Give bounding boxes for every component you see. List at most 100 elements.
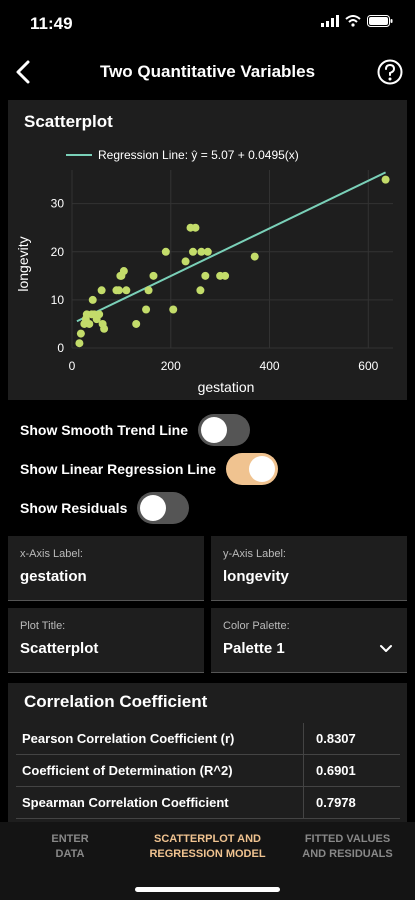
data-point: [149, 271, 158, 280]
plot-panel-title: Scatterplot: [24, 112, 113, 131]
legend-label: Regression Line: ŷ = 5.07 + 0.0495(x): [98, 148, 299, 162]
x-tick-label: 0: [69, 359, 76, 373]
battery-icon: [367, 15, 393, 27]
status-bar: 11:49: [0, 0, 415, 46]
color-palette-select[interactable]: Color Palette: Palette 1: [211, 608, 407, 673]
data-point: [169, 305, 178, 314]
toggle-knob: [249, 456, 276, 482]
data-point: [197, 247, 206, 256]
status-icons: [321, 15, 393, 27]
y-axis-field-label: y-Axis Label:: [223, 548, 286, 560]
residuals-label: Show Residuals: [20, 500, 128, 516]
home-indicator: [135, 887, 280, 892]
table-row: Pearson Correlation Coefficient (r) 0.83…: [16, 723, 400, 755]
data-point: [85, 319, 94, 328]
data-point: [144, 286, 153, 295]
x-tick-label: 200: [161, 359, 181, 373]
navigation-bar: Two Quantitative Variables: [0, 46, 415, 98]
correlation-table: Pearson Correlation Coefficient (r) 0.83…: [16, 723, 400, 819]
table-cell-value: 0.7978: [303, 786, 400, 819]
table-cell-value: 0.8307: [303, 723, 400, 755]
data-point: [201, 271, 210, 280]
plot-title-field-label: Plot Title:: [20, 620, 66, 632]
y-axis-field-value: longevity: [223, 568, 289, 585]
plot-title-field[interactable]: Plot Title: Scatterplot: [8, 608, 204, 673]
table-row: Spearman Correlation Coefficient 0.7978: [16, 786, 400, 819]
toggle-knob: [201, 417, 227, 443]
tab-enter-data-line1: ENTER: [51, 833, 89, 845]
table-cell-name: Spearman Correlation Coefficient: [16, 786, 304, 819]
residuals-toggle[interactable]: [137, 492, 190, 524]
data-point: [196, 286, 205, 295]
points-layer: [75, 175, 390, 348]
back-chevron-icon[interactable]: [8, 56, 40, 88]
chevron-down-icon: [380, 645, 392, 652]
data-point: [381, 175, 390, 184]
linear-regression-toggle[interactable]: [226, 453, 279, 485]
data-point: [142, 305, 151, 314]
x-axis-label: gestation: [198, 379, 255, 395]
x-axis-field[interactable]: x-Axis Label: gestation: [8, 536, 204, 601]
wifi-icon: [345, 15, 361, 27]
scatterplot-panel: Scatterplot Regression Line: ŷ = 5.07 + …: [8, 100, 407, 400]
data-point: [191, 223, 200, 232]
data-point: [181, 257, 190, 266]
tab-scatterplot-line1: SCATTERPLOT AND: [154, 833, 261, 845]
status-time: 11:49: [30, 14, 73, 33]
table-row: Coefficient of Determination (R^2) 0.690…: [16, 754, 400, 787]
tab-fitted-line2: AND RESIDUALS: [302, 848, 393, 860]
smooth-trend-row: Show Smooth Trend Line: [20, 414, 250, 446]
x-tick-label: 600: [358, 359, 378, 373]
data-point: [100, 324, 109, 333]
data-point: [188, 247, 197, 256]
y-tick-label: 0: [57, 341, 64, 355]
data-point: [132, 319, 141, 328]
scatterplot-chart: Regression Line: ŷ = 5.07 + 0.0495(x) 0 1…: [15, 148, 393, 395]
y-axis-label: longevity: [15, 236, 31, 291]
data-point: [203, 247, 212, 256]
smooth-trend-toggle[interactable]: [198, 414, 250, 446]
x-axis-field-label: x-Axis Label:: [20, 548, 83, 560]
tab-bar: ENTER DATA SCATTERPLOT AND REGRESSION MO…: [0, 822, 415, 900]
regression-layer: [76, 171, 387, 323]
tab-scatterplot-line2: REGRESSION MODEL: [149, 848, 266, 860]
tab-fitted-values[interactable]: FITTED VALUES AND RESIDUALS: [290, 832, 405, 862]
residuals-row: Show Residuals: [20, 492, 190, 524]
tab-enter-data-line2: DATA: [55, 848, 85, 860]
data-point: [114, 286, 123, 295]
tab-enter-data[interactable]: ENTER DATA: [20, 832, 120, 862]
data-point: [97, 286, 106, 295]
y-axis-field[interactable]: y-Axis Label: longevity: [211, 536, 407, 601]
x-axis-field-value: gestation: [20, 568, 87, 585]
chart-ticks: 0 10 20 30 0 200 400 600: [51, 197, 379, 373]
data-point: [221, 271, 230, 280]
chart-grid: [71, 170, 393, 349]
data-point: [76, 329, 85, 338]
tab-fitted-line1: FITTED VALUES: [304, 833, 391, 845]
data-point: [119, 267, 128, 276]
help-icon[interactable]: [375, 57, 405, 87]
regression-line: [76, 171, 387, 323]
table-cell-name: Pearson Correlation Coefficient (r): [16, 723, 304, 755]
y-tick-label: 20: [51, 245, 65, 259]
data-point: [161, 247, 170, 256]
toggle-knob: [140, 495, 167, 521]
plot-title-field-value: Scatterplot: [20, 640, 99, 657]
data-point: [122, 286, 131, 295]
data-point: [75, 339, 84, 348]
tab-scatterplot-regression[interactable]: SCATTERPLOT AND REGRESSION MODEL: [135, 832, 280, 862]
table-cell-name: Coefficient of Determination (R^2): [16, 754, 304, 787]
data-point: [88, 295, 97, 304]
signal-icon: [321, 15, 339, 27]
data-point: [250, 252, 259, 261]
color-palette-label: Color Palette:: [223, 620, 290, 632]
page-title: Two Quantitative Variables: [99, 62, 316, 81]
linear-regression-row: Show Linear Regression Line: [20, 453, 279, 485]
correlation-panel: Correlation Coefficient Pearson Correlat…: [8, 683, 407, 823]
x-tick-label: 400: [260, 359, 280, 373]
smooth-trend-label: Show Smooth Trend Line: [20, 422, 188, 438]
data-point: [95, 310, 104, 319]
linear-regression-label: Show Linear Regression Line: [20, 461, 217, 477]
y-tick-label: 30: [51, 197, 65, 211]
correlation-title: Correlation Coefficient: [24, 692, 208, 711]
